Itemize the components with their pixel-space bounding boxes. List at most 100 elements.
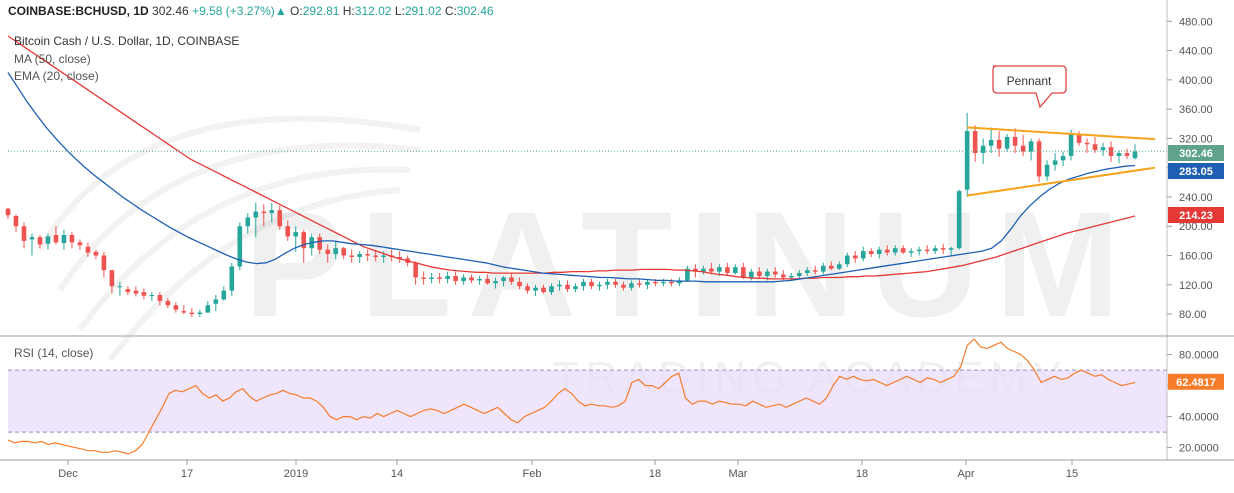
candle (733, 264, 738, 275)
price-tick-label: 480.00 (1179, 16, 1213, 28)
candle-body (1060, 155, 1066, 161)
candle (357, 251, 362, 263)
watermark-main: PLATINUM (244, 180, 1136, 348)
candle-body (1028, 141, 1034, 152)
candle (37, 235, 43, 249)
candle-body (940, 248, 946, 250)
candle (844, 252, 850, 268)
candle (469, 274, 474, 284)
candle (5, 207, 11, 219)
symbol-name[interactable]: COINBASE:BCHUSD, 1D (8, 4, 149, 18)
candle (349, 249, 354, 263)
candle (453, 271, 458, 285)
candle-body (189, 312, 195, 315)
rsi-last-badge-text: 62.4817 (1176, 377, 1216, 389)
candle (900, 245, 906, 255)
pennant-trendlines (967, 126, 1156, 197)
candle-body (1132, 151, 1138, 159)
symbol-header: COINBASE:BCHUSD, 1D 302.46 +9.58 (+3.27%… (8, 4, 494, 18)
candle-body (1052, 160, 1058, 165)
candle (461, 274, 466, 285)
candle-body (828, 265, 834, 269)
candle (421, 271, 426, 285)
candle (285, 220, 291, 241)
candle-body (621, 284, 626, 288)
candle (317, 233, 323, 255)
candle (165, 297, 171, 309)
time-tick-label: 2019 (284, 468, 308, 480)
candle-body (509, 277, 514, 282)
candle (1052, 153, 1058, 171)
candle-body (53, 235, 59, 243)
candle (13, 214, 19, 233)
candle-body (277, 210, 283, 227)
price-badges: 302.46 283.05 214.23 62.4817 (1168, 145, 1224, 390)
candle (213, 295, 219, 312)
candle (149, 292, 155, 301)
rsi-legend[interactable]: RSI (14, close) (14, 346, 94, 360)
candle (1036, 138, 1042, 183)
candles (5, 112, 1138, 317)
candle (932, 245, 938, 255)
candle (533, 284, 538, 296)
candle-body (781, 274, 786, 278)
candle (908, 248, 914, 257)
candle-body (709, 268, 714, 272)
candle (741, 262, 746, 279)
time-tick-label: Feb (523, 468, 542, 480)
candle-body (1036, 141, 1042, 177)
candle (924, 245, 930, 255)
candle (189, 308, 195, 317)
time-tick-label: 15 (1066, 468, 1078, 480)
candle (205, 300, 211, 313)
indicator-lines (7, 35, 1167, 283)
candle (645, 278, 650, 290)
last-price-badge: 302.46 (1168, 145, 1224, 161)
candle-body (836, 264, 842, 269)
candle (373, 249, 378, 262)
rsi-last-badge-bg (1168, 373, 1224, 390)
ema-20-line (7, 72, 1136, 283)
candle-body (93, 251, 99, 256)
chart-title[interactable]: Bitcoin Cash / U.S. Dollar, 1D, COINBASE (14, 34, 240, 48)
candle-body (844, 255, 850, 265)
candle-body (261, 211, 267, 214)
candle-body (421, 277, 426, 279)
candle-body (293, 232, 299, 237)
candle-body (109, 270, 115, 287)
candle (884, 245, 890, 256)
time-tick-label: Apr (957, 468, 974, 480)
ma-legend[interactable]: MA (50, close) (14, 52, 91, 66)
candle (157, 292, 163, 306)
candle (1132, 144, 1138, 160)
candle-body (525, 286, 530, 291)
candle (685, 265, 690, 282)
candle-body (373, 255, 378, 257)
candle-body (133, 290, 139, 294)
candle (1044, 160, 1050, 181)
candle (629, 280, 634, 291)
candle (29, 233, 35, 256)
candle-body (1116, 153, 1122, 156)
candle-body (117, 286, 123, 288)
candle-body (884, 249, 890, 253)
candle-body (988, 139, 994, 146)
candle (61, 229, 67, 250)
candle-body (1108, 147, 1114, 156)
candle (181, 305, 187, 315)
candle-body (477, 278, 482, 281)
candle-body (61, 235, 67, 244)
ema-legend[interactable]: EMA (20, close) (14, 69, 99, 83)
candle-body (501, 277, 506, 282)
time-tick-label: 14 (391, 468, 403, 480)
candle (757, 267, 762, 279)
pennant-callout[interactable]: Pennant (992, 65, 1067, 109)
candle-body (653, 281, 658, 284)
candle-body (461, 277, 466, 282)
candle (229, 262, 235, 296)
candle (365, 249, 370, 262)
watermark: PLATINUM TRADING ACADEMY (37, 115, 1136, 402)
time-axis[interactable]: Dec 17 2019 14 Feb 18 Mar 18 Apr 15 (58, 460, 1078, 480)
candle (852, 251, 858, 263)
